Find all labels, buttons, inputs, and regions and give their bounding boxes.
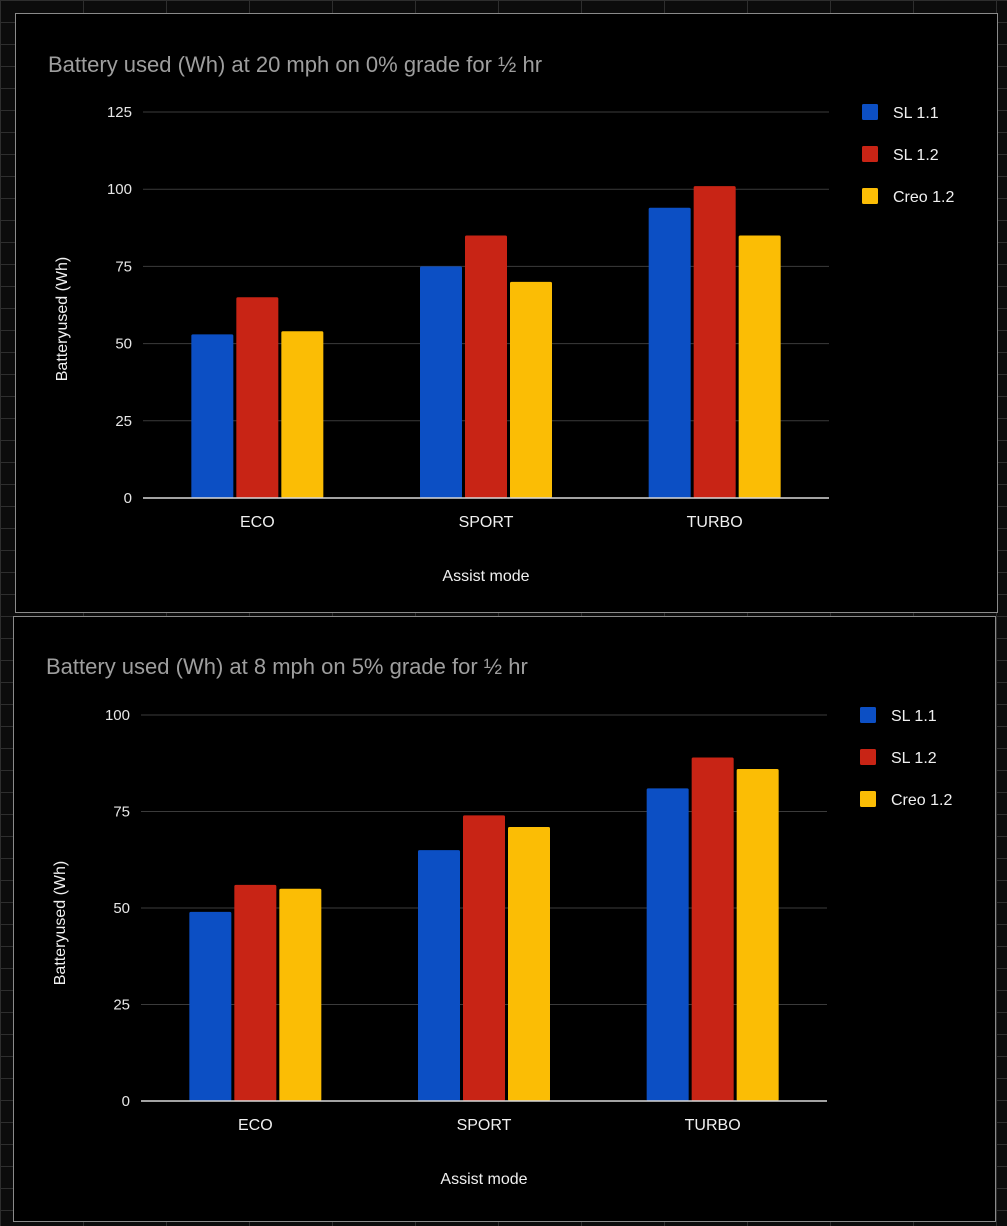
legend-swatch	[862, 188, 878, 204]
bar-sl-1-1-eco	[191, 334, 234, 498]
bar-creo-1-2-turbo	[736, 769, 779, 1101]
y-tick-label: 100	[105, 707, 130, 724]
y-tick-label: 75	[113, 804, 130, 821]
bar-sl-1-1-eco	[189, 911, 232, 1101]
bar-creo-1-2-turbo	[738, 235, 781, 498]
bar-chart-1: Battery used (Wh) at 20 mph on 0% grade …	[48, 52, 954, 585]
legend-label: SL 1.1	[893, 105, 939, 122]
y-axis-title: Batteryused (Wh)	[54, 257, 71, 381]
x-category-label: SPORT	[459, 514, 514, 531]
legend-label: Creo 1.2	[893, 189, 954, 206]
bar-sl-1-2-eco	[236, 297, 279, 498]
bar-sl-1-2-sport	[465, 235, 507, 498]
bar-chart-2: Battery used (Wh) at 8 mph on 5% grade f…	[46, 654, 952, 1188]
bar-sl-1-2-turbo	[693, 186, 736, 498]
x-axis-title: Assist mode	[442, 568, 529, 585]
chart-title: Battery used (Wh) at 20 mph on 0% grade …	[48, 52, 542, 77]
bar-sl-1-1-turbo	[646, 788, 689, 1101]
y-tick-label: 25	[113, 997, 130, 1014]
x-category-label: ECO	[238, 1117, 273, 1134]
legend-label: SL 1.1	[891, 708, 937, 725]
y-tick-label: 100	[107, 181, 132, 198]
y-tick-label: 50	[113, 900, 130, 917]
legend-swatch	[862, 146, 878, 162]
bar-creo-1-2-eco	[281, 331, 324, 498]
y-axis-title: Batteryused (Wh)	[52, 861, 69, 985]
x-category-label: TURBO	[687, 514, 743, 531]
bar-sl-1-1-sport	[420, 266, 462, 498]
y-tick-label: 25	[115, 413, 132, 430]
bar-sl-1-1-sport	[418, 850, 460, 1101]
x-category-label: TURBO	[685, 1117, 741, 1134]
bar-creo-1-2-eco	[279, 888, 322, 1101]
legend-label: SL 1.2	[893, 147, 939, 164]
chart-panel-1: Battery used (Wh) at 20 mph on 0% grade …	[15, 13, 998, 613]
legend-swatch	[860, 707, 876, 723]
x-category-label: ECO	[240, 514, 275, 531]
x-axis-title: Assist mode	[440, 1171, 527, 1188]
legend-swatch	[860, 749, 876, 765]
x-category-label: SPORT	[457, 1117, 512, 1134]
bar-creo-1-2-sport	[508, 826, 550, 1101]
y-tick-label: 125	[107, 104, 132, 121]
y-tick-label: 0	[124, 490, 132, 507]
bar-creo-1-2-sport	[510, 281, 552, 498]
legend-label: Creo 1.2	[891, 792, 952, 809]
legend-swatch	[862, 104, 878, 120]
chart-panel-2: Battery used (Wh) at 8 mph on 5% grade f…	[13, 616, 996, 1222]
chart-title: Battery used (Wh) at 8 mph on 5% grade f…	[46, 654, 528, 679]
y-tick-label: 75	[115, 258, 132, 275]
legend-swatch	[860, 791, 876, 807]
bar-sl-1-1-turbo	[648, 207, 691, 498]
legend-label: SL 1.2	[891, 750, 937, 767]
bar-sl-1-2-eco	[234, 884, 277, 1101]
y-tick-label: 0	[122, 1093, 130, 1110]
bar-sl-1-2-sport	[463, 815, 505, 1101]
y-tick-label: 50	[115, 336, 132, 353]
bar-sl-1-2-turbo	[691, 757, 734, 1101]
